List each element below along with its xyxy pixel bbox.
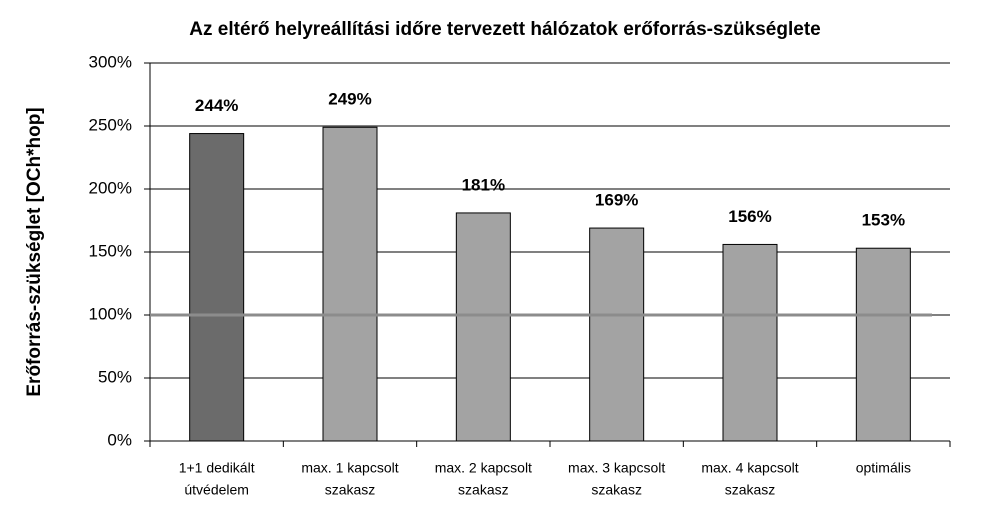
x-tick-label: szakasz — [325, 482, 376, 498]
x-tick-label: max. 3 kapcsolt — [568, 460, 665, 476]
value-label: 181% — [462, 175, 505, 194]
y-tick-label: 50% — [98, 367, 132, 386]
x-tick-label: szakasz — [591, 482, 642, 498]
x-tick-label: max. 2 kapcsolt — [435, 460, 532, 476]
x-tick-label: optimális — [856, 460, 911, 476]
y-tick-label: 200% — [89, 178, 132, 197]
y-tick-label: 250% — [89, 115, 132, 134]
y-tick-label: 300% — [89, 52, 132, 71]
bar — [855, 247, 911, 442]
chart-title: Az eltérő helyreállítási időre tervezett… — [189, 19, 820, 40]
bar — [589, 227, 645, 442]
y-axis-label: Erőforrás-szükséglet [OCh*hop] — [24, 107, 45, 396]
value-label: 249% — [328, 90, 371, 109]
x-tick-label: 1+1 dedikált — [179, 460, 255, 476]
value-label: 156% — [728, 207, 771, 226]
x-tick-label: útvédelem — [184, 482, 249, 498]
bar — [322, 126, 378, 442]
x-tick-label: szakasz — [725, 482, 776, 498]
value-label: 153% — [862, 211, 905, 230]
bar — [455, 212, 511, 442]
y-tick-label: 0% — [107, 430, 132, 449]
bar — [722, 243, 778, 442]
value-label: 169% — [595, 191, 638, 210]
x-tick-label: max. 1 kapcsolt — [301, 460, 398, 476]
y-tick-label: 150% — [89, 241, 132, 260]
bar — [189, 133, 245, 442]
x-tick-label: szakasz — [458, 482, 509, 498]
value-label: 244% — [195, 96, 238, 115]
x-tick-label: max. 4 kapcsolt — [701, 460, 798, 476]
y-tick-label: 100% — [89, 304, 132, 323]
